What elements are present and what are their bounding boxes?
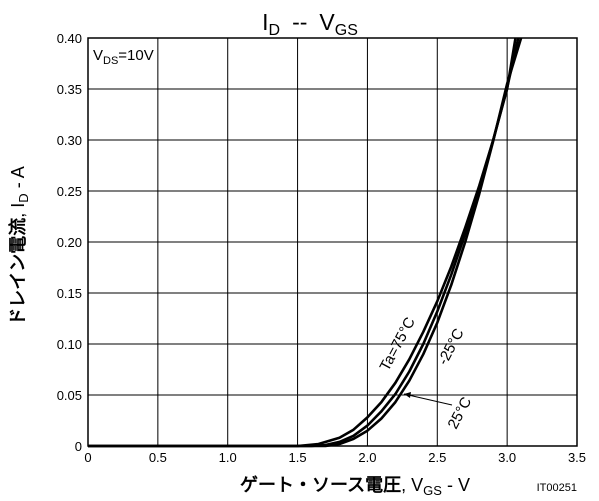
series-label-25c: 25°C: [445, 394, 476, 432]
x-tick-label: 3.5: [568, 450, 586, 465]
y-tick-labels: 0 0.05 0.10 0.15 0.20 0.25 0.30 0.35 0.40: [57, 31, 82, 454]
curves: [88, 37, 523, 448]
plot-frame: [87, 37, 578, 447]
x-tick-label: 2.0: [358, 450, 376, 465]
y-tick-label: 0.20: [57, 235, 82, 250]
x-tick-label: 3.0: [498, 450, 516, 465]
x-tick-label: 0: [84, 450, 91, 465]
x-axis-label: ゲート・ソース電圧, VGS - V: [240, 474, 470, 498]
chart-title: ID -- VGS: [262, 9, 358, 39]
figure-code: IT00251: [537, 482, 577, 494]
y-axis-label: ドレイン電流, ID - A: [7, 166, 31, 325]
annotation-leader-line: [403, 393, 453, 406]
x-tick-label: 0.5: [149, 450, 167, 465]
series-label-minus25c: -25°C: [435, 326, 468, 368]
x-tick-labels: 0 0.5 1.0 1.5 2.0 2.5 3.0 3.5: [84, 450, 586, 465]
y-tick-label: 0.40: [57, 31, 82, 46]
series-line-2: [88, 37, 523, 448]
y-tick-label: 0.10: [57, 337, 82, 352]
y-tick-label: 0: [75, 439, 82, 454]
y-tick-label: 0.25: [57, 184, 82, 199]
y-tick-label: 0.15: [57, 286, 82, 301]
x-tick-label: 1.0: [219, 450, 237, 465]
x-tick-label: 1.5: [289, 450, 307, 465]
y-tick-label: 0.05: [57, 388, 82, 403]
x-tick-label: 2.5: [428, 450, 446, 465]
y-tick-label: 0.35: [57, 82, 82, 97]
y-tick-label: 0.30: [57, 133, 82, 148]
annotation-arrowhead: [404, 392, 411, 398]
condition-label: VDS=10V: [93, 47, 154, 67]
